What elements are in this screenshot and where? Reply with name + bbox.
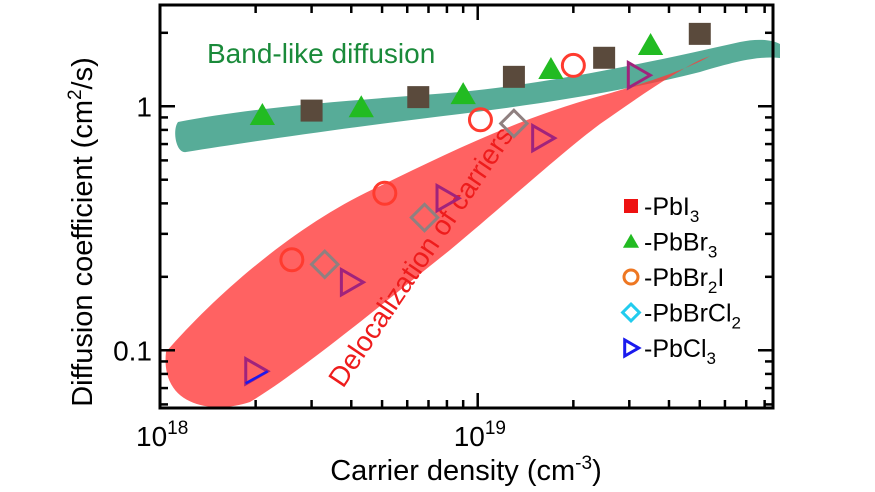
- data-point-3-0: [309, 249, 341, 280]
- x-tick-label: 1019: [454, 418, 506, 452]
- data-point-0-4: [688, 22, 711, 45]
- data-point-1-1: [348, 95, 374, 118]
- data-point-2-1: [372, 180, 398, 206]
- data-point-0-3: [593, 46, 616, 69]
- data-point-0-2: [502, 65, 525, 88]
- data-point-2-2: [467, 107, 493, 133]
- data-point-2-0: [279, 247, 305, 273]
- legend-label-1: -PbBr3: [644, 229, 717, 262]
- data-point-0-0: [300, 99, 323, 122]
- data-point-4-2: [435, 182, 463, 214]
- legend-marker-2: [622, 268, 640, 286]
- plot-frame: [158, 3, 775, 410]
- data-point-3-1: [409, 202, 440, 233]
- data-point-1-3: [538, 56, 564, 79]
- data-point-2-3: [560, 52, 586, 78]
- data-point-4-1: [339, 267, 367, 298]
- band-like-annotation: Band-like diffusion: [207, 38, 435, 69]
- data-point-1-0: [249, 102, 276, 125]
- legend-label-3: -PbBrCl2: [644, 300, 741, 333]
- data-point-4-3: [531, 122, 558, 154]
- x-tick-label: 1018: [136, 418, 188, 452]
- data-point-1-4: [637, 33, 664, 56]
- data-point-0-1: [407, 86, 430, 109]
- data-point-1-2: [450, 82, 476, 105]
- legend-marker-0: [624, 199, 638, 213]
- data-point-3-2: [498, 108, 530, 139]
- legend-marker-4: [623, 337, 642, 359]
- legend: -PbI3-PbBr3-PbBr2I-PbBrCl2-PbCl3: [620, 193, 741, 368]
- x-axis-label: Carrier density (cm-3): [330, 453, 602, 487]
- y-tick-label: 0.1: [113, 335, 152, 366]
- y-axis-label: Diffusion coefficient (cm2/s): [65, 57, 99, 407]
- pbcl3-edge-mark: [245, 370, 269, 385]
- y-tick-label: 1: [136, 91, 152, 122]
- legend-marker-1: [622, 233, 640, 248]
- markers-layer: [244, 22, 711, 387]
- legend-label-0: -PbI3: [644, 193, 699, 226]
- legend-label-2: -PbBr2I: [644, 264, 724, 297]
- delocalization-region: [165, 56, 710, 408]
- legend-label-4: -PbCl3: [644, 335, 716, 368]
- data-point-4-4: [626, 60, 654, 91]
- legend-marker-3: [620, 301, 642, 324]
